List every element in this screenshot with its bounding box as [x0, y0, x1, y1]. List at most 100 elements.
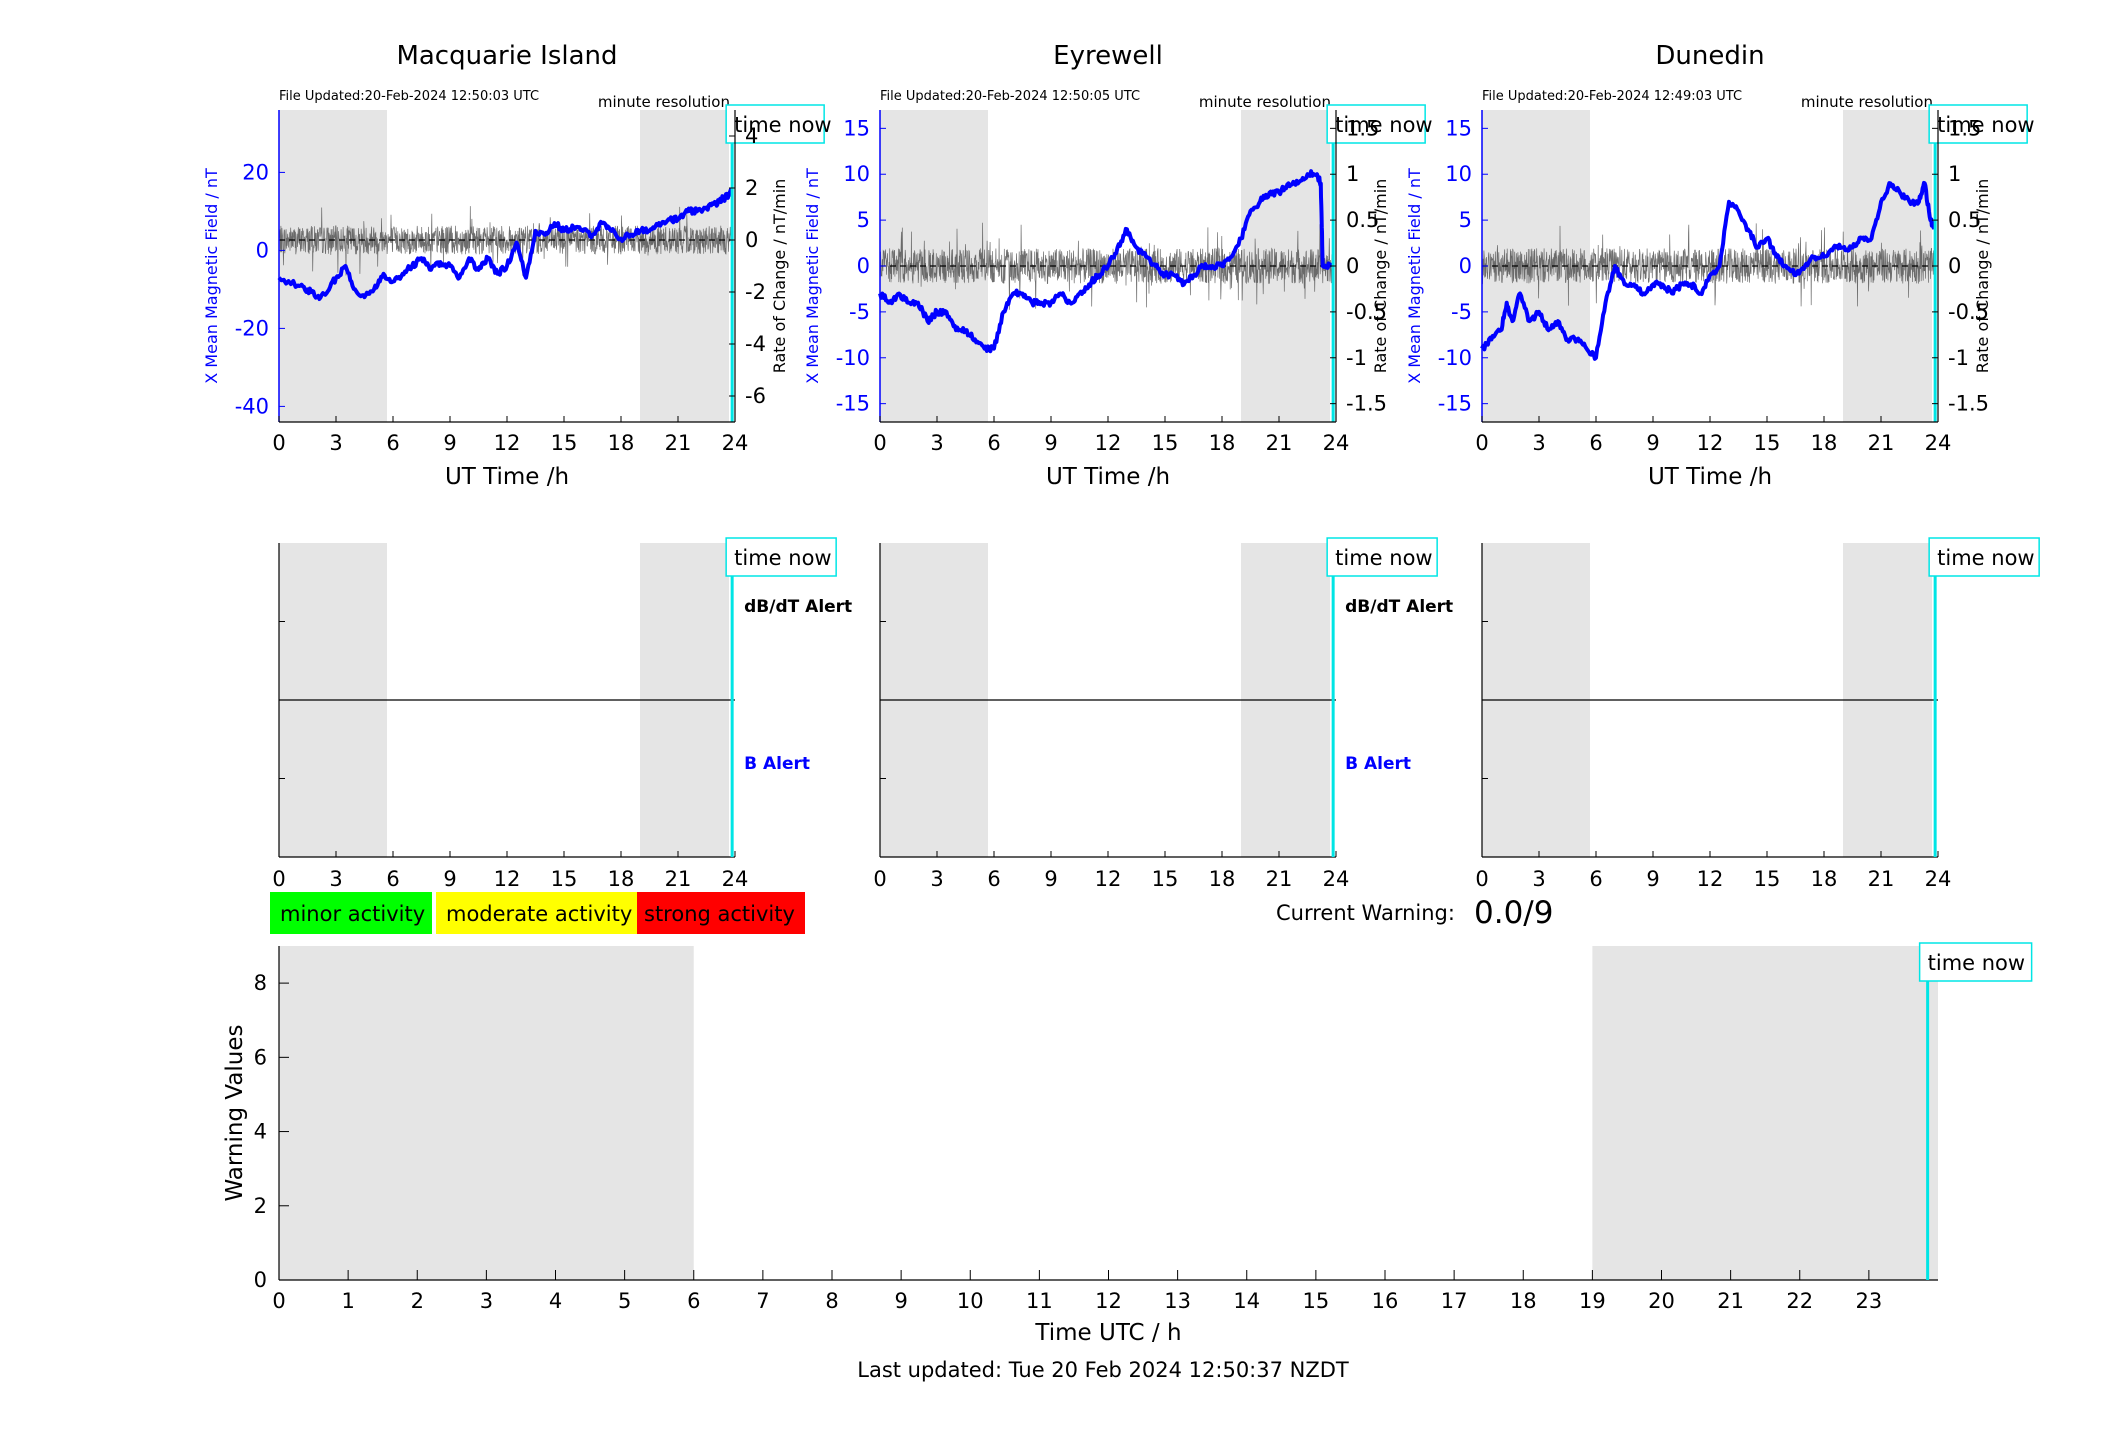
x-tick-label: 12	[1095, 867, 1122, 891]
y-tick-label: -40	[235, 394, 269, 418]
x-tick-label: 11	[1026, 1289, 1053, 1313]
x-tick-label: 5	[618, 1289, 631, 1313]
x-tick-label: 15	[551, 867, 578, 891]
x-tick-label: 15	[551, 431, 578, 455]
x-tick-label: 18	[1510, 1289, 1537, 1313]
x-tick-label: 15	[1303, 1289, 1330, 1313]
activity-legend: minor activity moderate activity strong …	[270, 892, 805, 934]
x-tick-label: 1	[341, 1289, 354, 1313]
warning-chart: 0 1 2 3 4 5 6 7 8 9 10 11 12 13 14 15 16 17 18 19 20 21 22 2302…	[222, 942, 2033, 1346]
y2-tick-label: -0.5	[1948, 300, 1989, 324]
magnetic-field-series	[878, 169, 1334, 354]
y-tick-label: -5	[849, 300, 870, 324]
x-tick-label: 6	[386, 431, 399, 455]
x-tick-label: 3	[329, 867, 342, 891]
y-tick-label: 0	[256, 238, 269, 262]
x-axis-label: UT Time /h	[445, 464, 569, 490]
legend-swatch-strong	[637, 892, 805, 934]
y-tick-label: -15	[836, 392, 870, 416]
x-tick-label: 9	[1646, 867, 1659, 891]
night-shade	[279, 946, 694, 1280]
y2-axis-label: Rate of Change / nT/min	[770, 179, 789, 374]
night-shade	[1592, 946, 1938, 1280]
legend-label-moderate: moderate activity	[446, 902, 632, 926]
resolution-label: minute resolution	[598, 93, 730, 111]
y-axis-label: X Mean Magnetic Field / nT	[1405, 168, 1424, 384]
x-tick-label: 9	[1044, 867, 1057, 891]
x-tick-label: 24	[1925, 867, 1952, 891]
rate-of-change-series	[1481, 223, 1936, 307]
y-tick-label: 15	[1445, 116, 1472, 140]
y2-tick-label: -1	[1948, 346, 1969, 370]
file-updated: File Updated:20-Feb-2024 12:50:05 UTC	[880, 89, 1140, 104]
y2-tick-label: 0	[745, 228, 758, 252]
x-tick-label: 12	[1697, 431, 1724, 455]
y-tick-label: 4	[254, 1120, 267, 1144]
legend-label-minor: minor activity	[280, 902, 425, 926]
y-tick-label: 6	[254, 1045, 267, 1069]
x-tick-label: 18	[608, 431, 635, 455]
x-tick-label: 18	[1209, 431, 1236, 455]
x-tick-label: 15	[1754, 431, 1781, 455]
y2-tick-label: 0	[1346, 254, 1359, 278]
x-axis-label: UT Time /h	[1648, 464, 1772, 490]
y-axis-label: Warning Values	[222, 1024, 248, 1201]
x-tick-label: 22	[1786, 1289, 1813, 1313]
x-tick-label: 6	[687, 1289, 700, 1313]
y-axis-label: X Mean Magnetic Field / nT	[202, 168, 221, 384]
x-tick-label: 21	[1868, 867, 1895, 891]
y2-tick-label: 0.5	[1346, 208, 1379, 232]
time-now-label: time now	[1937, 546, 2034, 570]
y2-tick-label: 2	[745, 176, 758, 200]
x-tick-label: 21	[665, 867, 692, 891]
station-title: Eyrewell	[1053, 41, 1163, 71]
x-tick-label: 17	[1441, 1289, 1468, 1313]
time-now-label: time now	[734, 546, 831, 570]
night-shade	[640, 110, 729, 422]
time-now-label: time now	[1928, 951, 2025, 975]
current-warning-value: 0.0/9	[1474, 895, 1553, 931]
time-now-box	[1918, 942, 2033, 982]
alert-panel: time now dB/dT Alert B Alert 0 3 6 9 12 15 18 21 24	[873, 537, 1453, 891]
x-tick-label: 0	[272, 431, 285, 455]
y2-axis-label: Rate of Change / nT/min	[1371, 179, 1390, 374]
magnetic-field-series	[1480, 180, 1937, 361]
resolution-label: minute resolution	[1801, 93, 1933, 111]
x-tick-label: 21	[1266, 431, 1293, 455]
y-tick-label: 5	[857, 208, 870, 232]
magnetic-field-series	[277, 187, 734, 301]
station-panels: Macquarie Island File Updated:20-Feb-2024…	[202, 41, 2035, 490]
last-updated: Last updated: Tue 20 Feb 2024 12:50:37 N…	[857, 1358, 1349, 1382]
x-tick-label: 18	[1209, 867, 1236, 891]
y-tick-label: 2	[254, 1194, 267, 1218]
x-tick-label: 23	[1856, 1289, 1883, 1313]
x-tick-label: 6	[1589, 867, 1602, 891]
x-tick-label: 18	[1811, 431, 1838, 455]
x-tick-label: 18	[1811, 867, 1838, 891]
x-tick-label: 9	[1646, 431, 1659, 455]
x-tick-label: 3	[930, 867, 943, 891]
x-tick-label: 12	[1095, 431, 1122, 455]
x-tick-label: 24	[722, 431, 749, 455]
y-axis-label: X Mean Magnetic Field / nT	[803, 168, 822, 384]
time-now-box	[725, 104, 825, 144]
time-now-box	[1326, 537, 1438, 577]
x-tick-label: 6	[987, 867, 1000, 891]
x-axis-label: Time UTC / h	[1034, 1320, 1181, 1346]
x-tick-label: 3	[930, 431, 943, 455]
time-now-box	[1326, 104, 1426, 144]
x-tick-label: 19	[1579, 1289, 1606, 1313]
time-now-label: time now	[734, 113, 831, 137]
y-tick-label: -10	[1438, 346, 1472, 370]
x-tick-label: 12	[494, 431, 521, 455]
x-tick-label: 9	[894, 1289, 907, 1313]
x-tick-label: 20	[1648, 1289, 1675, 1313]
x-tick-label: 24	[1925, 431, 1952, 455]
b-alert-label: B Alert	[1345, 754, 1411, 774]
x-tick-label: 0	[873, 867, 886, 891]
station-panel: Macquarie Island File Updated:20-Feb-2024…	[202, 41, 832, 490]
y2-tick-label: -1	[1346, 346, 1367, 370]
x-axis-label: UT Time /h	[1046, 464, 1170, 490]
legend-swatch-moderate	[436, 892, 637, 934]
time-now-label: time now	[1937, 113, 2034, 137]
